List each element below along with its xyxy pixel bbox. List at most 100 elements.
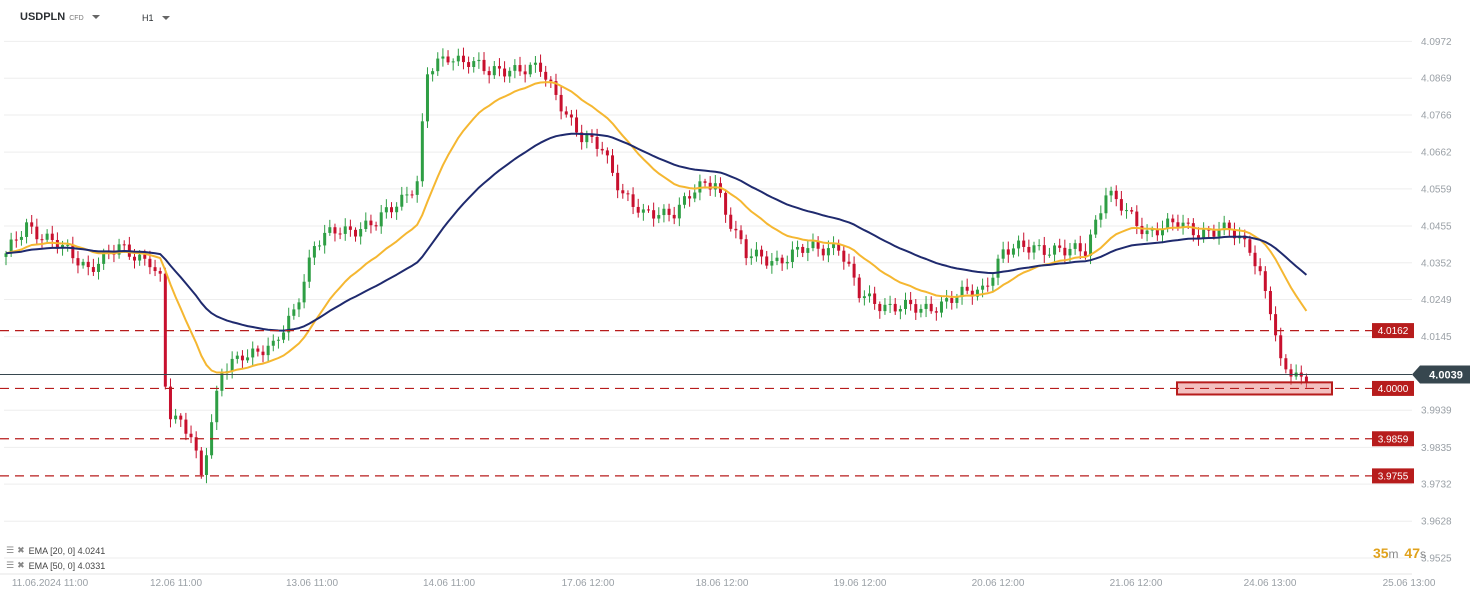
candle-body <box>1207 229 1211 231</box>
candle-body <box>81 261 85 266</box>
instrument-type-label: CFD <box>69 14 84 22</box>
x-tick-label: 11.06.2024 11:00 <box>12 578 89 589</box>
candle-body <box>256 348 260 352</box>
candle-body <box>369 220 373 226</box>
candle-body <box>734 228 738 231</box>
candle-body <box>559 94 563 112</box>
candle-body <box>523 71 527 75</box>
candle-body <box>924 303 928 309</box>
candle-body <box>1155 229 1159 236</box>
candle-body <box>384 207 388 213</box>
candle-body <box>893 303 897 312</box>
countdown-minutes: 35 <box>1372 545 1389 561</box>
candle-body <box>86 261 90 268</box>
candle-body <box>138 254 142 261</box>
candle-body <box>230 358 234 372</box>
candle-body <box>1058 245 1062 248</box>
candle-body <box>302 281 306 303</box>
candle-body <box>549 79 553 82</box>
candle-body <box>775 257 779 262</box>
candle-body <box>667 208 671 215</box>
close-icon[interactable]: ✖ <box>17 560 25 570</box>
candle-body <box>996 258 1000 278</box>
menu-icon[interactable]: ☰ <box>6 545 15 555</box>
candle-body <box>647 209 650 211</box>
candle-body <box>616 172 620 191</box>
candle-body <box>240 355 244 361</box>
candle-body <box>66 244 70 246</box>
candle-body <box>410 194 414 196</box>
candle-body <box>1099 213 1103 220</box>
candle-body <box>1258 266 1262 272</box>
candle-body <box>832 244 836 249</box>
candle-body <box>585 134 589 143</box>
candle-body <box>19 236 23 240</box>
symbol-dropdown-icon[interactable] <box>91 15 100 19</box>
candle-body <box>143 254 147 259</box>
candle-body <box>1073 243 1077 249</box>
candle-body <box>939 301 943 313</box>
menu-icon[interactable]: ☰ <box>6 560 15 570</box>
candle-body <box>492 66 496 76</box>
indicator-legend-ema20[interactable]: ☰ ✖ EMA [20, 0] 4.0241 <box>6 545 105 556</box>
x-tick-label: 24.06 13:00 <box>1244 578 1297 589</box>
candle-body <box>1268 291 1272 315</box>
timeframe-selector[interactable]: H1 <box>142 13 170 23</box>
candle-body <box>251 348 255 358</box>
candle-body <box>333 227 337 234</box>
candle-body <box>482 59 486 72</box>
candle-body <box>1263 271 1267 292</box>
candle-body <box>811 241 815 249</box>
timeframe-dropdown-icon[interactable] <box>161 16 170 20</box>
candle-body <box>790 249 794 262</box>
candle-body <box>580 132 584 143</box>
candle-body <box>420 121 424 182</box>
candle-body <box>1289 369 1293 377</box>
candle-body <box>235 355 239 359</box>
candle-body <box>271 340 275 346</box>
candle-body <box>276 339 280 341</box>
y-tick-label: 3.9628 <box>1421 517 1452 528</box>
candle-body <box>30 222 34 227</box>
candle-body <box>796 246 800 250</box>
indicator-value: 4.0331 <box>77 560 106 571</box>
candle-body <box>765 256 769 266</box>
candle-body <box>9 239 13 254</box>
candle-body <box>158 271 162 274</box>
candle-body <box>919 308 923 313</box>
candle-body <box>780 257 784 264</box>
candle-body <box>359 228 363 237</box>
candle-body <box>986 285 990 287</box>
level-tag <box>1372 468 1414 484</box>
candle-body <box>76 258 80 266</box>
candle-body <box>50 233 54 240</box>
candle-body <box>1217 230 1221 237</box>
candle-body <box>1176 222 1180 227</box>
y-tick-label: 3.9835 <box>1421 443 1452 454</box>
candle-body <box>364 220 368 229</box>
candle-body <box>35 226 39 240</box>
symbol-selector[interactable]: USDPLN CFD <box>20 11 100 23</box>
candle-body <box>965 286 969 291</box>
candle-body <box>611 155 615 173</box>
candle-body <box>395 206 399 213</box>
candle-body <box>909 299 913 305</box>
candle-body <box>282 332 286 340</box>
candle-body <box>847 261 851 264</box>
candle-body <box>1047 254 1051 256</box>
candle-body <box>174 415 178 420</box>
candle-body <box>1037 245 1041 247</box>
candle-body <box>312 246 316 258</box>
candle-body <box>662 208 666 216</box>
candle-body <box>754 249 758 257</box>
candle-body <box>1191 223 1195 236</box>
close-icon[interactable]: ✖ <box>17 545 25 555</box>
indicator-legend-ema50[interactable]: ☰ ✖ EMA [50, 0] 4.0331 <box>6 560 105 571</box>
candle-body <box>837 244 841 251</box>
candle-body <box>518 65 522 72</box>
x-tick-label: 13.06 11:00 <box>286 578 339 589</box>
candle-body <box>1063 247 1067 256</box>
candle-body <box>600 148 604 151</box>
candle-body <box>945 298 949 302</box>
